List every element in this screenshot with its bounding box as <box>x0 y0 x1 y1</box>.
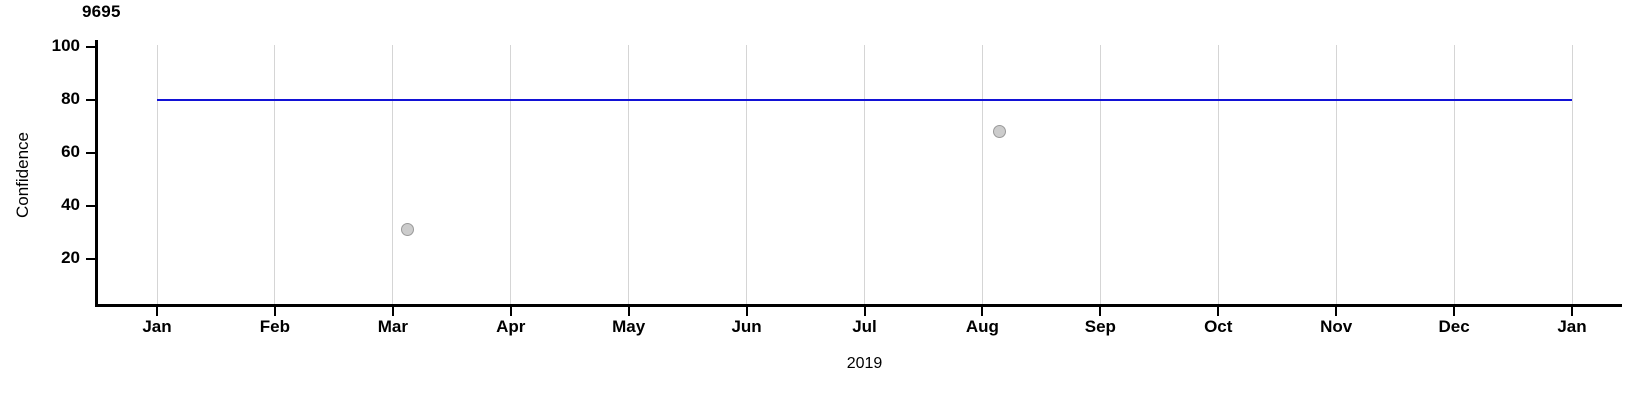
x-tick-label-mar-2: Mar <box>377 317 408 336</box>
x-tick-mark-may-4 <box>627 307 630 316</box>
x-tick-mark-jan-0 <box>156 307 158 316</box>
x-tick-label-sep-8: Sep <box>1084 317 1116 336</box>
x-tick-mark-dec-11 <box>1453 307 1456 316</box>
gridline-sep-8 <box>1099 45 1101 304</box>
y-tick-label-100: 100 <box>51 36 80 55</box>
x-tick-label-jan-0: Jan <box>142 317 172 336</box>
gridline-oct-9 <box>1217 45 1219 304</box>
y-tick-label-60: 60 <box>61 142 80 161</box>
data-point-aug-1 <box>993 124 1007 138</box>
chart-title: 9695 <box>82 2 121 21</box>
gridline-dec-11 <box>1453 45 1455 304</box>
x-tick-mark-jun-5 <box>745 307 748 316</box>
x-tick-label-dec-11: Dec <box>1438 317 1470 336</box>
x-tick-mark-jan-12 <box>1571 307 1573 316</box>
x-tick-mark-aug-7 <box>981 307 984 316</box>
x-tick-label-jul-6: Jul <box>852 317 877 336</box>
x-tick-mark-feb-1 <box>273 307 276 316</box>
gridline-feb-1 <box>274 45 276 304</box>
y-tick-mark-80 <box>86 99 95 101</box>
gridline-aug-7 <box>981 45 983 304</box>
gridline-nov-10 <box>1335 45 1337 304</box>
gridline-jan-12 <box>1571 45 1573 304</box>
x-tick-label-jun-5: Jun <box>731 317 762 336</box>
y-tick-mark-20 <box>86 258 95 260</box>
y-tick-label-20: 20 <box>61 248 80 267</box>
gridline-jul-6 <box>864 45 865 304</box>
x-axis-spine <box>95 304 1622 307</box>
y-tick-label-40: 40 <box>61 195 80 214</box>
x-tick-mark-mar-2 <box>391 307 394 316</box>
y-axis-label: Confidence <box>13 132 32 219</box>
y-axis-spine <box>95 40 98 306</box>
y-tick-mark-100 <box>86 46 95 48</box>
x-tick-mark-apr-3 <box>509 307 512 316</box>
x-tick-mark-jul-6 <box>863 307 866 316</box>
gridline-apr-3 <box>510 45 512 304</box>
x-tick-label-aug-7: Aug <box>965 317 999 336</box>
x-tick-mark-nov-10 <box>1335 307 1338 316</box>
y-tick-mark-40 <box>86 205 95 207</box>
reference-line <box>157 99 1572 101</box>
gridline-jan-0 <box>156 45 158 304</box>
x-axis-label: 2019 <box>846 355 883 372</box>
x-tick-mark-sep-8 <box>1099 307 1102 316</box>
x-tick-label-nov-10: Nov <box>1320 317 1353 336</box>
gridline-mar-2 <box>392 45 394 304</box>
x-tick-label-oct-9: Oct <box>1204 317 1233 336</box>
x-tick-label-apr-3: Apr <box>496 317 526 336</box>
x-tick-label-feb-1: Feb <box>259 317 291 336</box>
gridline-may-4 <box>628 45 630 304</box>
data-point-mar-0 <box>401 222 415 236</box>
y-tick-label-80: 80 <box>61 89 80 108</box>
x-tick-label-may-4: May <box>612 317 646 336</box>
y-tick-mark-60 <box>86 152 95 154</box>
gridline-jun-5 <box>746 45 748 304</box>
x-tick-mark-oct-9 <box>1217 307 1220 316</box>
x-tick-label-jan-12: Jan <box>1557 317 1587 336</box>
